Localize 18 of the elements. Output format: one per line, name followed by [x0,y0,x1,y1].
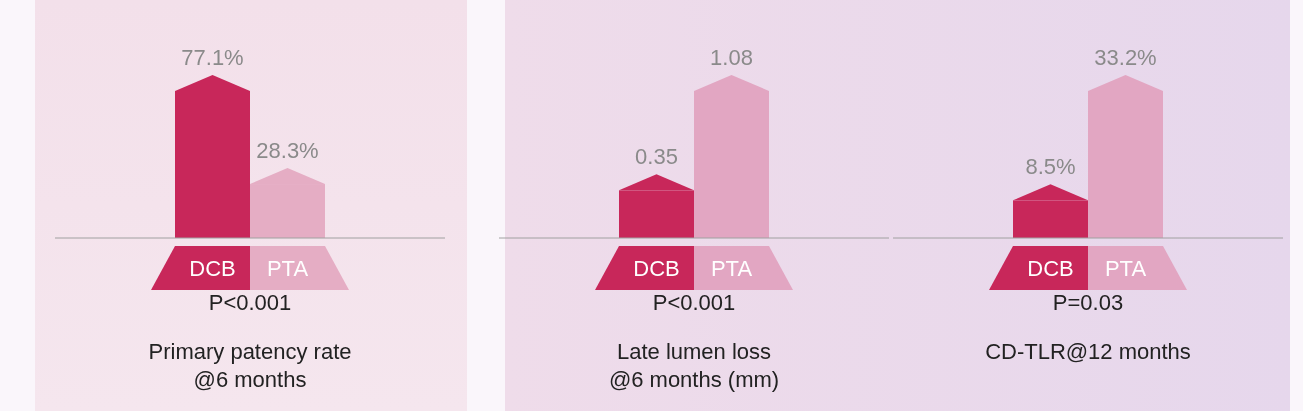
text: Late lumen loss @6 months (mm) [607,338,781,394]
x-tick-label: DCB [633,256,680,281]
data-label: 0.35 [635,144,678,170]
text: P<0.001 [651,290,737,316]
text: CD-TLR@12 months [984,338,1192,366]
x-tick-label: DCB [1027,256,1074,281]
data-label: 77.1% [181,45,244,70]
x-tick-label: DCB [189,256,236,281]
text: P=0.03 [1051,290,1125,316]
data-label: 8.5% [1025,154,1076,180]
x-tick-label: PTA [1104,256,1147,281]
text: P<0.001 [207,290,293,316]
x-tick-label: PTA [710,256,753,281]
data-label: 1.08 [710,45,753,70]
text: Primary patency rate @6 months [147,338,353,394]
data-label: 33.2% [1094,45,1157,70]
x-tick-label: PTA [266,256,309,281]
data-label: 28.3% [256,138,319,164]
